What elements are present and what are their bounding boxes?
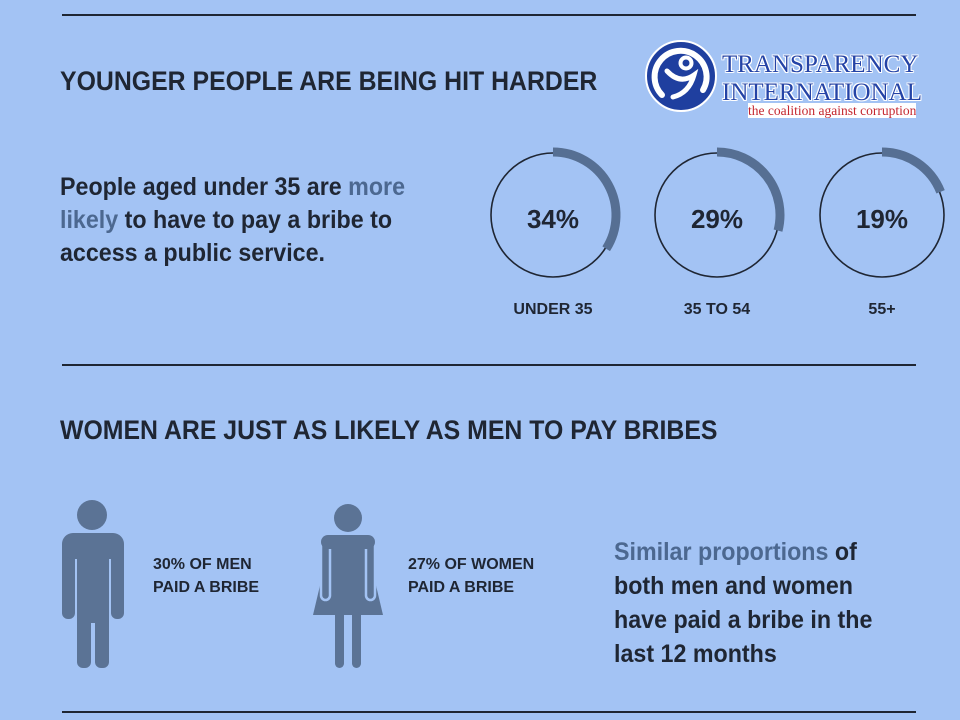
body-text: have paid a bribe in the	[614, 606, 873, 634]
body-text: People aged under 35 are	[60, 173, 342, 201]
age-description-line: People aged under 35 are more	[60, 171, 405, 204]
gender-description-line: last 12 months	[614, 637, 872, 671]
emblem-head-center	[682, 59, 690, 67]
woman-head	[334, 504, 362, 532]
age-description-line: likely to have to pay a bribe to	[60, 204, 405, 237]
logo-name-line: TRANSPARENCY	[722, 51, 919, 78]
women-bribe-label: 27% OF WOMEN PAID A BRIBE	[408, 553, 534, 599]
man-leg	[95, 613, 109, 668]
women-bribe-label-line: PAID A BRIBE	[408, 579, 515, 596]
gender-description: Similar proportions of both men and wome…	[614, 535, 872, 671]
middle-divider	[62, 364, 916, 366]
bottom-divider	[62, 711, 916, 713]
age-description-line: access a public service.	[60, 237, 405, 270]
highlight-text: more	[348, 173, 406, 201]
ring-category-label: 35 TO 54	[684, 301, 751, 318]
highlight-text: Similar proportions	[614, 538, 829, 566]
ring-arc	[716, 147, 785, 232]
ring-category-label: UNDER 35	[513, 301, 592, 318]
men-bribe-label: 30% OF MEN PAID A BRIBE	[153, 553, 259, 599]
section-heading-age: YOUNGER PEOPLE ARE BEING HIT HARDER	[60, 66, 598, 96]
ti-emblem-icon	[645, 40, 717, 112]
ring-value-label: 29%	[691, 204, 743, 234]
man-leg	[77, 613, 91, 668]
ring-category-label: 55+	[868, 301, 895, 318]
woman-icon	[313, 504, 383, 668]
men-bribe-label-line: 30% OF MEN	[153, 556, 252, 573]
age-ring: 34% UNDER 35	[490, 147, 621, 318]
age-description: People aged under 35 are more likely to …	[60, 171, 405, 270]
section-heading-gender: WOMEN ARE JUST AS LIKELY AS MEN TO PAY B…	[60, 415, 718, 445]
ring-value-label: 34%	[527, 204, 579, 234]
logo-name-line: INTERNATIONAL	[722, 79, 922, 106]
ring-track	[819, 152, 945, 278]
women-bribe-label-line: 27% OF WOMEN	[408, 556, 535, 573]
body-text: access a public service.	[60, 239, 325, 267]
top-divider	[62, 14, 916, 16]
woman-leg	[335, 610, 344, 668]
woman-leg	[352, 610, 361, 668]
body-text: both men and women	[614, 572, 853, 600]
ring-arc	[552, 147, 621, 252]
ring-arc	[881, 147, 945, 194]
man-arm	[111, 543, 124, 619]
woman-shoulders	[321, 535, 375, 549]
gender-description-line: have paid a bribe in the	[614, 603, 872, 637]
age-ring: 29% 35 TO 54	[654, 147, 785, 318]
ring-value-label: 19%	[856, 204, 908, 234]
body-text: to have to pay a bribe to	[124, 206, 393, 234]
logo-tagline: the coalition against corruption	[748, 103, 917, 118]
gender-description-line: Similar proportions of	[614, 535, 872, 569]
man-shoulders	[62, 533, 124, 559]
men-bribe-label-line: PAID A BRIBE	[153, 579, 260, 596]
highlight-text: likely	[60, 206, 119, 234]
age-ring: 19% 55+	[819, 147, 945, 318]
body-text: last 12 months	[614, 640, 777, 668]
man-icon	[62, 500, 124, 668]
emblem-swirl	[651, 47, 710, 98]
emblem-figure	[664, 68, 699, 100]
man-head	[77, 500, 107, 530]
body-text: of	[834, 538, 857, 566]
man-arm	[62, 543, 75, 619]
gender-description-line: both men and women	[614, 569, 872, 603]
age-ring-chart: 34% UNDER 35 29% 35 TO 54 19% 55+	[490, 147, 945, 318]
